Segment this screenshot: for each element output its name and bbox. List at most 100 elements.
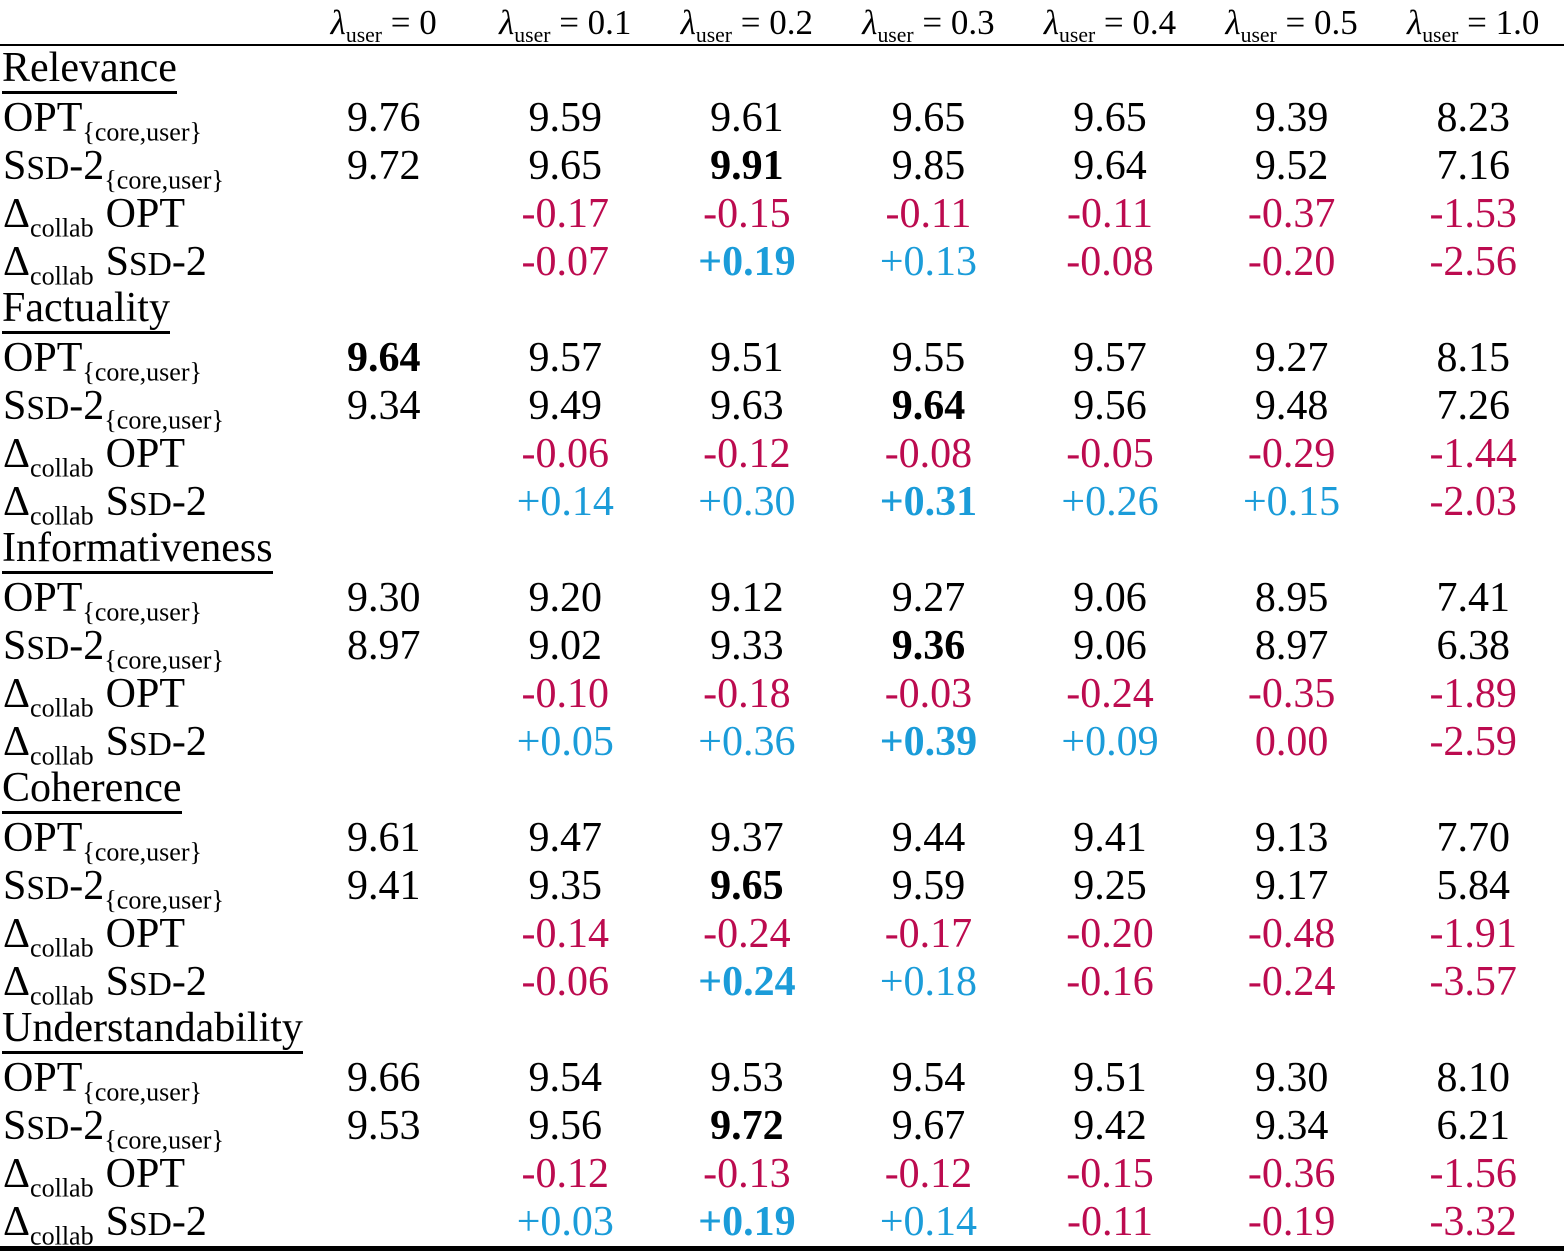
ssd-label-smallcaps: SD [26,629,70,667]
ssd-score-cell: 9.34 [346,382,421,429]
ssd-score-cell: 7.26 [1436,382,1510,429]
ssd-score-cell: 9.33 [710,622,784,669]
delta-symbol: Δ [3,718,31,765]
delta-ssd-cell: -0.06 [521,958,610,1005]
opt-score-cell: 9.30 [1254,1054,1329,1101]
ssd-label-suffix: -2 [171,718,207,765]
ssd-score-cell: 9.52 [1254,142,1329,189]
opt-score-cell: 9.76 [346,94,421,141]
lambda-symbol: λ [1043,2,1060,42]
ssd-label-cap: S [105,718,129,765]
ssd-score-cell: 6.38 [1436,622,1510,669]
delta-opt-cell: -0.24 [1066,670,1154,717]
delta-opt-cell: -0.12 [884,1150,973,1197]
table-row: SSD-2{core,user} 9.34 9.49 9.63 9.64 9.56 9.48… [0,382,1564,432]
row-label-delta-ssd2: Δcollab SSD-2 [0,718,293,768]
row-label-delta-opt: Δcollab OPT [0,190,293,240]
ssd-score-cell: 9.34 [1254,1102,1329,1149]
delta-ssd-cell [293,718,475,766]
delta-opt-cell [293,910,475,958]
delta-ssd-cell: -0.16 [1066,958,1154,1005]
delta-ssd-cell: +0.31 [879,478,978,525]
table-row: Δcollab OPT -0.12 -0.13 -0.12 -0.15 -0.36 -1.56 [0,1150,1564,1200]
ssd-label-cap: S [105,1198,129,1245]
ssd-score-cell: 9.59 [891,862,966,909]
ssd-score-cell: 8.97 [1254,622,1329,669]
lambda-value: = 0.5 [1276,2,1358,42]
ssd-label-suffix: -2 [171,958,207,1005]
lambda-value: = 0.1 [550,2,632,42]
lambda-symbol: λ [1225,2,1241,42]
lambda-subscript: user [514,22,551,47]
delta-opt-cell: -0.24 [703,910,791,957]
delta-ssd-cell: -0.20 [1247,238,1336,285]
delta-symbol: Δ [3,190,31,237]
row-label-ssd2: SSD-2{core,user} [0,382,293,432]
delta-opt-cell: -0.15 [1066,1150,1154,1197]
lambda-symbol: λ [330,2,346,42]
delta-symbol: Δ [3,238,31,285]
opt-score-cell: 9.57 [1073,334,1147,381]
table-row: SSD-2{core,user} 9.53 9.56 9.72 9.67 9.42 9.34… [0,1102,1564,1152]
delta-symbol: Δ [3,670,31,717]
ssd-score-cell: 9.56 [528,1102,603,1149]
table-row: SSD-2{core,user} 9.41 9.35 9.65 9.59 9.25 9.17… [0,862,1564,912]
delta-subscript: collab [30,1220,94,1250]
table-row: Δcollab OPT -0.06 -0.12 -0.08 -0.05 -0.29 -1.44 [0,430,1564,480]
delta-ssd-cell: +0.19 [698,238,796,285]
row-label-delta-opt: Δcollab OPT [0,1150,293,1200]
opt-score-cell: 9.06 [1073,574,1147,621]
ssd-label-smallcaps: SD [26,869,70,907]
delta-opt-cell: -0.11 [885,190,972,237]
table-row: SSD-2{core,user} 8.97 9.02 9.33 9.36 9.06 8.97… [0,622,1564,672]
delta-opt-cell: -0.18 [703,670,791,717]
opt-score-cell: 7.41 [1436,574,1510,621]
delta-subscript: collab [30,500,94,530]
table-row: OPT{core,user} 9.30 9.20 9.12 9.27 9.06 8.95 7.… [0,574,1564,624]
ssd-label-smallcaps: SD [26,389,70,427]
opt-score-cell: 9.54 [528,1054,603,1101]
delta-subscript: collab [30,692,94,722]
delta-opt-cell: -0.06 [521,430,610,477]
row-label-delta-ssd2: Δcollab SSD-2 [0,958,293,1008]
delta-opt-cell: -0.29 [1247,430,1336,477]
row-label-delta-opt: Δcollab OPT [0,430,293,480]
ssd-score-cell: 9.85 [891,142,966,189]
ssd-label-smallcaps: SD [26,1109,70,1147]
lambda-header-cell: λuser = 0.2 [656,0,838,47]
delta-opt-cell: -0.14 [521,910,610,957]
row-label-ssd2: SSD-2{core,user} [0,622,293,672]
row-label-delta-ssd2: Δcollab SSD-2 [0,238,293,288]
opt-score-cell: 9.12 [710,574,784,621]
ssd-label-suffix: -2 [171,1198,207,1245]
section-title-cell: Coherence [0,766,1564,814]
ssd-label-cap: S [3,142,27,189]
section-title-row: Factuality [0,286,1564,334]
ssd-score-cell: 9.02 [528,622,603,669]
opt-score-cell: 9.27 [891,574,966,621]
delta-opt-cell: -0.20 [1066,910,1154,957]
delta-ssd-cell: -2.56 [1429,238,1517,285]
lambda-subscript: user [695,22,733,47]
delta-ssd-cell: -2.59 [1429,718,1517,765]
delta-ssd-cell: +0.26 [1061,478,1159,525]
delta-subscript: collab [30,1172,94,1202]
lambda-subscript: user [1059,22,1096,47]
delta-ssd-cell [293,478,475,526]
ssd-label-cap: S [105,478,129,525]
delta-subscript: collab [30,260,94,290]
delta-ssd-cell: +0.09 [1061,718,1159,765]
opt-label-text: OPT [3,814,83,861]
row-label-delta-opt: Δcollab OPT [0,910,293,960]
row-label-ssd2: SSD-2{core,user} [0,1102,293,1152]
lambda-header-cell: λuser = 0.4 [1019,0,1201,47]
ssd-label-cap: S [3,622,27,669]
delta-ssd-cell [293,1198,475,1249]
opt-label-text: OPT [3,574,83,621]
lambda-value: = 0.4 [1095,2,1177,42]
section-title-cell: Informativeness [0,526,1564,574]
ssd-score-cell: 9.41 [346,862,421,909]
table-row: Δcollab OPT -0.14 -0.24 -0.17 -0.20 -0.48 -1.91 [0,910,1564,960]
opt-score-cell: 9.61 [710,94,784,141]
lambda-subscript: user [1422,22,1459,47]
